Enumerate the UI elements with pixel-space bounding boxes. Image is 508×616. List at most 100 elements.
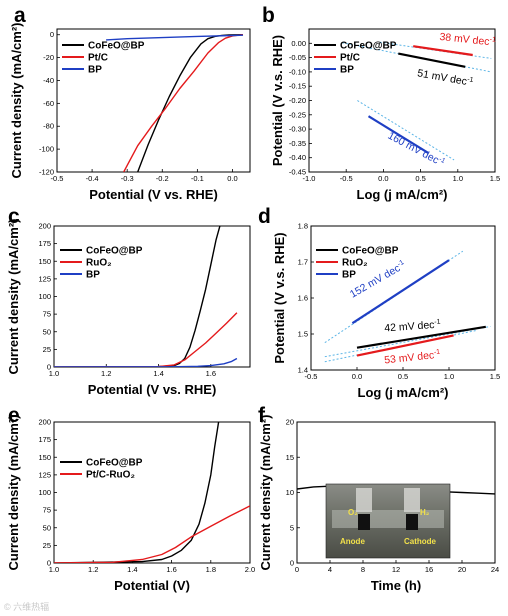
legend-label-c: RuO₂ xyxy=(86,258,112,269)
inset-photo: O₂ H₂ Anode Cathode xyxy=(325,483,451,559)
fit-line-b xyxy=(342,42,492,73)
y-axis-title-e: Current density (mA/cm²) xyxy=(6,414,21,570)
slope-annotation-main: 38 mV dec xyxy=(439,31,490,48)
slope-annotation-b: 38 mV dec-1 xyxy=(439,31,496,49)
y-tick-label-f: 10 xyxy=(286,488,294,497)
x-tick-label-e: 1.0 xyxy=(49,565,59,574)
y-tick-label-b: -0.45 xyxy=(289,168,306,177)
y-tick-label-c: 125 xyxy=(38,274,51,283)
y-tick-label-b: -0.10 xyxy=(289,67,306,76)
series-line-c-2 xyxy=(54,357,238,367)
panel-f: 0 4 8 12 16 20 24 0 5 10 15 20 Time (h) Current densi… xyxy=(258,404,499,593)
y-tick-label-a: -80 xyxy=(43,122,54,131)
x-tick-label-c: 1.2 xyxy=(101,369,111,378)
panel-letter-a: a xyxy=(14,4,26,27)
x-tick-label-a: -0.4 xyxy=(86,174,99,183)
y-tick-label-f: 15 xyxy=(286,453,294,462)
y-tick-label-b: -0.15 xyxy=(289,82,306,91)
panel-letter-f: f xyxy=(258,404,266,427)
y-tick-label-e: 25 xyxy=(43,541,51,550)
y-tick-label-a: -120 xyxy=(39,168,54,177)
x-tick-label-b: -1.0 xyxy=(303,174,316,183)
plot-frame-e xyxy=(53,421,251,564)
y-axis-title-c: Current density (mA/cm²) xyxy=(6,218,21,374)
x-tick-label-f: 0 xyxy=(295,565,299,574)
plot-frame-b xyxy=(308,28,496,173)
y-tick-label-b: 0.00 xyxy=(291,39,306,48)
y-axis-title-d: Potential (V v.s. RHE) xyxy=(272,232,287,363)
y-tick-label-e: 0 xyxy=(47,559,51,568)
y-axis-title-f: Current density (mA/cm²) xyxy=(258,414,273,570)
slope-annotation-d: 42 mV dec-1 xyxy=(384,319,441,335)
legend-label-b: CoFeO@BP xyxy=(340,41,397,52)
legend-label-a: BP xyxy=(88,65,102,76)
series-line-c-1 xyxy=(54,312,238,367)
x-tick-label-b: 0.5 xyxy=(415,174,425,183)
x-tick-label-e: 1.6 xyxy=(166,565,176,574)
x-tick-label-e: 1.8 xyxy=(206,565,216,574)
x-tick-label-f: 24 xyxy=(491,565,499,574)
series-line-b-1 xyxy=(413,45,473,57)
series-line-d-1 xyxy=(356,334,454,357)
panel-letter-d: d xyxy=(258,205,271,228)
panel-letter-e: e xyxy=(8,404,20,427)
y-tick-label-c: 75 xyxy=(43,310,51,319)
x-tick-label-d: 0.5 xyxy=(398,372,408,381)
y-tick-label-a: -20 xyxy=(43,53,54,62)
plot-frame-c xyxy=(53,225,251,368)
y-axis-title-b: Potential (V v.s. RHE) xyxy=(270,35,285,166)
x-tick-label-b: 1.0 xyxy=(453,174,463,183)
y-tick-label-d: 1.5 xyxy=(298,330,308,339)
slope-annotation-sup: -1 xyxy=(467,76,474,84)
x-axis-title-a: Potential (V vs. RHE) xyxy=(89,187,218,202)
y-tick-label-e: 50 xyxy=(43,523,51,532)
legend-label-c: BP xyxy=(86,270,100,281)
y-tick-label-c: 175 xyxy=(38,239,51,248)
fit-line-b xyxy=(357,100,455,161)
series-group-b xyxy=(367,45,473,154)
y-tick-label-b: -0.20 xyxy=(289,96,306,105)
slope-annotation-sup: -1 xyxy=(396,259,405,268)
inset-label-h2: H₂ xyxy=(420,508,430,517)
legend-label-d: BP xyxy=(342,270,356,281)
x-tick-label-d: 1.5 xyxy=(490,372,500,381)
x-tick-label-b: -0.5 xyxy=(340,174,353,183)
y-tick-label-d: 1.7 xyxy=(298,258,308,267)
y-tick-label-b: -0.25 xyxy=(289,110,306,119)
y-tick-label-c: 100 xyxy=(38,292,51,301)
watermark-text: © 六维热辐 xyxy=(4,601,49,612)
inset-electrode-cathode xyxy=(406,514,418,530)
x-tick-label-f: 12 xyxy=(392,565,400,574)
x-tick-label-d: 1.0 xyxy=(444,372,454,381)
x-tick-label-c: 1.0 xyxy=(49,369,59,378)
legend-label-e: Pt/C-RuO₂ xyxy=(86,470,135,481)
plot-frame-d xyxy=(310,225,496,371)
x-axis-title-d: Log (j mA/cm²) xyxy=(358,385,449,400)
x-axis-title-c: Potential (V vs. RHE) xyxy=(88,382,217,397)
y-tick-label-e: 125 xyxy=(38,470,51,479)
legend-label-b: BP xyxy=(340,65,354,76)
x-tick-label-f: 8 xyxy=(361,565,365,574)
x-tick-label-a: 0.0 xyxy=(227,174,237,183)
slope-annotation-d: 53 mV dec-1 xyxy=(384,349,441,367)
x-tick-label-e: 1.2 xyxy=(88,565,98,574)
y-tick-label-c: 0 xyxy=(47,363,51,372)
x-tick-label-e: 1.4 xyxy=(127,565,137,574)
legend-label-d: RuO₂ xyxy=(342,258,368,269)
series-line-d-2 xyxy=(351,259,450,325)
y-tick-label-a: -60 xyxy=(43,99,54,108)
y-tick-label-f: 20 xyxy=(286,418,294,427)
y-tick-label-b: -0.05 xyxy=(289,53,306,62)
series-group-d xyxy=(351,259,486,357)
x-tick-label-d: 0.0 xyxy=(352,372,362,381)
x-tick-label-f: 4 xyxy=(328,565,332,574)
series-line-e-1 xyxy=(54,505,250,563)
y-tick-label-e: 175 xyxy=(38,435,51,444)
legend-label-a: CoFeO@BP xyxy=(88,41,145,52)
slope-annotation-b: 51 mV dec-1 xyxy=(416,67,474,89)
panel-d: -0.5 0.0 0.5 1.0 1.5 1.4 1.5 1.6 1.7 1.8 Log (j mA… xyxy=(258,205,500,400)
y-tick-label-a: -100 xyxy=(39,145,54,154)
y-tick-label-b: -0.35 xyxy=(289,139,306,148)
slope-annotation-sup: -1 xyxy=(434,319,441,326)
